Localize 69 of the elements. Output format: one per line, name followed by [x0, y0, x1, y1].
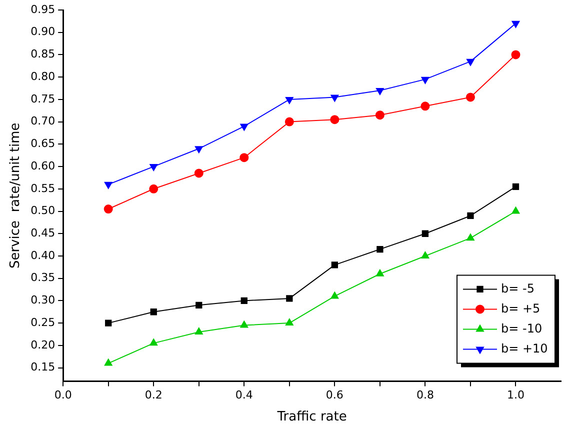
point	[240, 153, 249, 162]
point	[330, 94, 339, 102]
point	[285, 96, 294, 104]
y-tick-label: 0.15	[30, 360, 56, 374]
point	[104, 182, 112, 189]
point	[422, 230, 429, 237]
point	[512, 206, 520, 214]
point	[240, 320, 248, 328]
legend-label: b= -10	[501, 321, 542, 336]
point	[150, 338, 158, 346]
point	[150, 164, 158, 172]
point	[330, 115, 340, 124]
point	[149, 184, 158, 194]
y-tick-label: 0.70	[30, 114, 56, 128]
point	[194, 168, 204, 178]
legend-label: b= -5	[501, 281, 534, 296]
legend-label: b= +5	[501, 301, 540, 316]
y-tick-label: 0.95	[30, 2, 56, 16]
x-tick-label: 0.0	[54, 388, 72, 402]
point	[511, 50, 520, 60]
y-axis-title: Service rate/unit time	[8, 122, 24, 268]
y-tick-label: 0.75	[30, 92, 56, 106]
point	[375, 110, 384, 120]
x-tick-label: 0.6	[326, 388, 344, 402]
y-tick-label: 0.85	[30, 48, 56, 61]
y-tick-label: 0.65	[30, 137, 56, 150]
point	[421, 76, 430, 84]
y-tick-label: 0.35	[30, 271, 56, 284]
legend-label: b= +10	[501, 341, 548, 356]
point	[194, 146, 203, 154]
point	[330, 292, 339, 299]
point	[376, 269, 384, 276]
y-tick-label: 0.45	[30, 226, 56, 240]
point	[240, 124, 248, 131]
point	[286, 295, 293, 302]
point	[421, 251, 430, 258]
point	[466, 58, 474, 66]
x-tick-label: 1.0	[506, 388, 524, 402]
y-tick-label: 0.25	[30, 316, 56, 329]
y-tick-label: 0.40	[30, 248, 56, 262]
point	[105, 320, 112, 326]
point	[194, 328, 203, 335]
point	[376, 88, 384, 95]
y-tick-label: 0.55	[30, 182, 56, 195]
point	[104, 358, 112, 366]
point	[104, 204, 113, 214]
y-tick-label: 0.60	[30, 159, 56, 172]
x-tick-label: 0.8	[416, 388, 434, 402]
y-tick-label: 0.90	[30, 25, 56, 38]
point	[150, 308, 157, 316]
point	[376, 246, 384, 253]
y-tick-label: 0.80	[30, 70, 56, 83]
y-tick-label: 0.50	[30, 204, 56, 218]
point	[466, 92, 475, 102]
x-axis-title: Traffic rate	[276, 410, 347, 425]
y-tick-label: 0.20	[30, 338, 56, 352]
point	[512, 20, 520, 28]
y-tick-label: 0.30	[30, 294, 56, 307]
x-tick-label: 0.2	[144, 388, 162, 402]
point	[420, 102, 430, 111]
point	[466, 234, 474, 241]
point	[285, 318, 294, 326]
point	[240, 297, 248, 304]
point	[331, 262, 338, 268]
point	[467, 212, 474, 220]
point	[512, 183, 520, 190]
point	[284, 117, 294, 126]
x-tick-label: 0.4	[235, 388, 253, 402]
point	[196, 302, 202, 308]
